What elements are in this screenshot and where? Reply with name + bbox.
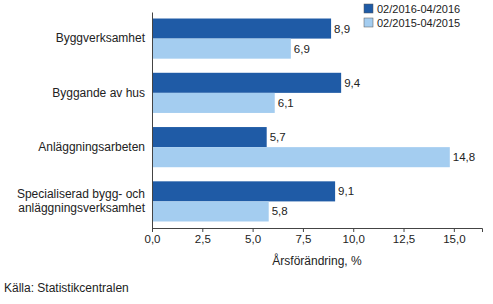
y-tick-label: Specialiserad bygg- ochanläggningsverksa…	[17, 187, 146, 215]
bar	[152, 181, 335, 201]
bars	[152, 19, 450, 222]
x-tick-label: 0,0	[145, 233, 161, 245]
y-axis: Byggverksamhet Byggande av hus Anläggnings…	[17, 13, 153, 229]
x-tick: 12,5	[393, 228, 415, 245]
y-tick-label: Byggande av hus	[52, 86, 145, 100]
x-tick-label: 2,5	[195, 233, 211, 245]
x-tick-mark	[253, 228, 254, 232]
x-tick: 0,0	[145, 228, 161, 245]
legend: 02/2016-04/2016 02/2015-04/2015	[364, 3, 460, 29]
x-tick-label: 5,0	[245, 233, 261, 245]
bar	[152, 19, 331, 39]
y-tick-label: Byggverksamhet	[56, 31, 146, 45]
x-axis-title: Årsförändring, %	[272, 253, 362, 268]
bar	[152, 201, 269, 221]
data-label: 8,9	[334, 23, 350, 35]
x-tick-label: 7,5	[295, 233, 311, 245]
data-label: 6,9	[294, 43, 310, 55]
y-tick: Byggande av hus	[52, 86, 152, 100]
data-label: 9,1	[338, 185, 354, 197]
x-tick-mark	[404, 228, 405, 232]
x-tick-mark	[454, 228, 455, 232]
y-tick: Specialiserad bygg- ochanläggningsverksa…	[17, 187, 152, 215]
legend-label: 02/2015-04/2015	[377, 17, 460, 29]
data-label: 5,7	[270, 131, 286, 143]
source: Källa: Statistikcentralen	[4, 281, 129, 295]
x-tick: 10,0	[343, 228, 365, 245]
x-tick-label: 15,0	[443, 233, 465, 245]
bar	[152, 127, 267, 147]
bar	[152, 39, 291, 59]
legend-item: 02/2016-04/2016	[364, 3, 460, 15]
y-tick-label: Anläggningsarbeten	[38, 140, 145, 154]
x-tick-mark	[353, 228, 354, 232]
data-labels: 8,9 9,4 5,7 9,1 6,9 6,1 14,8 5,8	[270, 23, 476, 218]
y-tick: Anläggningsarbeten	[38, 140, 152, 154]
bar	[152, 73, 341, 93]
x-tick-label: 10,0	[343, 233, 365, 245]
plot: 8,9 9,4 5,7 9,1 6,9 6,1 14,8 5,8 0,0 2,5 5,0 7,5 10,…	[17, 13, 483, 246]
data-label: 5,8	[272, 205, 288, 217]
x-tick-mark	[303, 228, 304, 232]
x-tick-label: 12,5	[393, 233, 415, 245]
x-axis: 0,0 2,5 5,0 7,5 10,0 12,5 15,0	[145, 228, 483, 245]
x-tick: 5,0	[245, 228, 261, 245]
x-tick: 2,5	[195, 228, 211, 245]
data-label: 6,1	[278, 97, 294, 109]
bar	[152, 147, 450, 167]
data-label: 9,4	[344, 77, 361, 89]
chart: 8,9 9,4 5,7 9,1 6,9 6,1 14,8 5,8 0,0 2,5 5,0 7,5 10,…	[0, 0, 493, 304]
x-tick: 7,5	[295, 228, 311, 245]
legend-item: 02/2015-04/2015	[364, 17, 460, 29]
legend-label: 02/2016-04/2016	[377, 3, 460, 15]
x-tick: 15,0	[443, 228, 465, 245]
data-label: 14,8	[453, 151, 475, 163]
x-tick-mark	[152, 228, 153, 232]
legend-swatch	[364, 4, 373, 13]
x-tick-mark	[202, 228, 203, 232]
legend-swatch	[364, 18, 373, 27]
y-axis-line	[152, 13, 153, 229]
y-tick: Byggverksamhet	[56, 31, 152, 45]
bar	[152, 93, 275, 113]
x-axis-line	[153, 229, 483, 233]
